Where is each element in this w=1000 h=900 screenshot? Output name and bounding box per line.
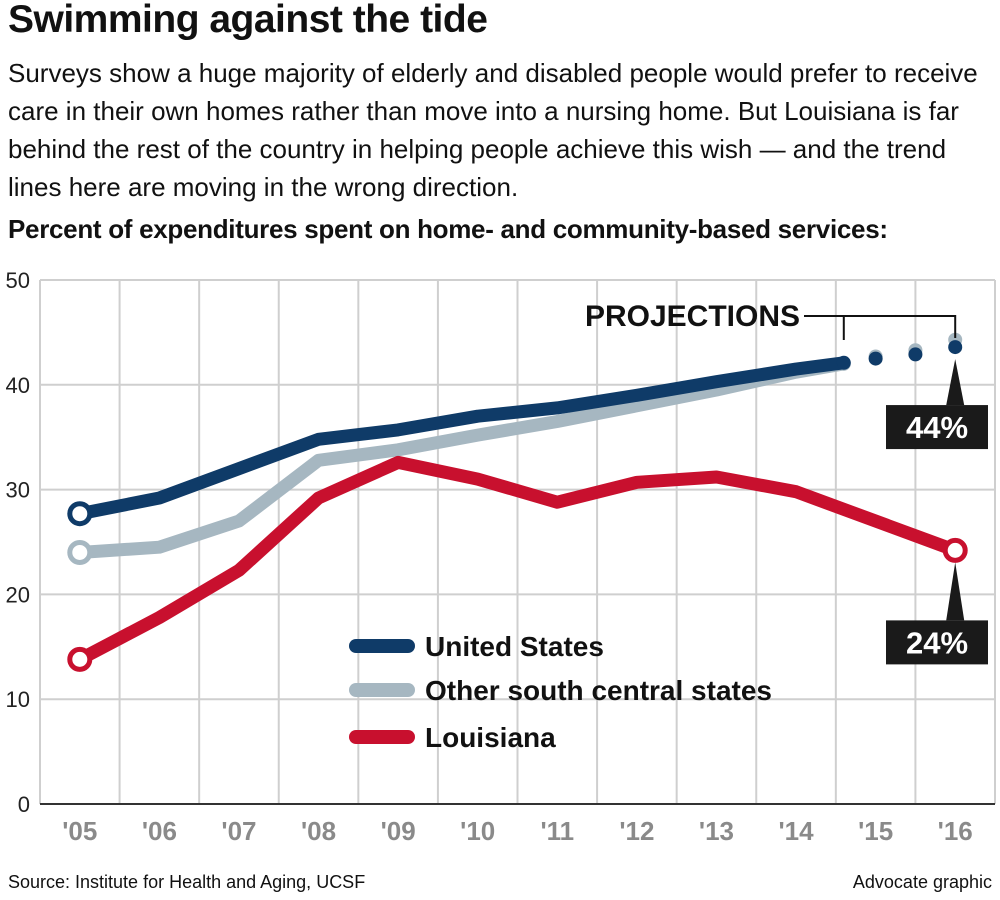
projections-bracket	[804, 315, 957, 340]
projection-point-us	[836, 355, 851, 370]
chart-subtitle: Percent of expenditures spent on home- a…	[8, 214, 888, 244]
x-tick-label: '10	[460, 816, 495, 846]
series-line-us	[73, 356, 851, 521]
legend-label: Louisiana	[425, 722, 556, 753]
credit-note: Advocate graphic	[852, 872, 992, 892]
x-tick-label: '14	[778, 816, 814, 846]
chart-description: Surveys show a huge majority of elderly …	[8, 58, 978, 202]
y-tick-label: 30	[6, 478, 30, 503]
data-label: 24%	[906, 625, 968, 660]
x-tick-label: '09	[381, 816, 416, 846]
projection-point-us	[948, 340, 963, 355]
source-note: Source: Institute for Health and Aging, …	[8, 872, 366, 892]
y-tick-label: 10	[6, 687, 30, 712]
x-tick-label: '07	[221, 816, 256, 846]
y-tick-label: 20	[6, 582, 30, 607]
y-tick-label: 50	[6, 268, 30, 293]
x-tick-label: '11	[540, 816, 574, 846]
callout-pointer	[946, 359, 965, 406]
x-tick-label: '08	[301, 816, 336, 846]
projections-label: PROJECTIONS	[585, 300, 800, 333]
y-tick-label: 40	[6, 373, 30, 398]
legend-label: United States	[425, 631, 604, 662]
data-label: 44%	[906, 410, 968, 445]
callout-pointer	[946, 562, 965, 621]
x-tick-label: '12	[619, 816, 654, 846]
projection-point-us	[868, 351, 883, 366]
x-tick-label: '15	[858, 816, 893, 846]
start-marker-us	[67, 501, 93, 527]
callout-box	[886, 620, 988, 665]
series-line-south	[73, 357, 851, 559]
end-marker-louisiana	[942, 537, 968, 563]
chart-title: Swimming against the tide	[8, 0, 488, 41]
x-tick-label: '05	[62, 816, 97, 846]
x-tick-label: '16	[938, 816, 973, 846]
callout-box	[886, 405, 988, 450]
series-line-louisiana	[73, 455, 962, 666]
legend-label: Other south central states	[425, 675, 772, 706]
x-tick-label: '06	[142, 816, 177, 846]
projection-point-us	[908, 347, 923, 362]
line-chart: 0 10 20 30 40 50 '05 '06 '07 '08 '09 '10 '11 '12 '13 '1…	[6, 268, 996, 846]
start-marker-louisiana	[67, 646, 93, 672]
x-tick-label: '13	[699, 816, 734, 846]
start-marker-south	[67, 539, 93, 565]
y-tick-label: 0	[18, 792, 30, 817]
